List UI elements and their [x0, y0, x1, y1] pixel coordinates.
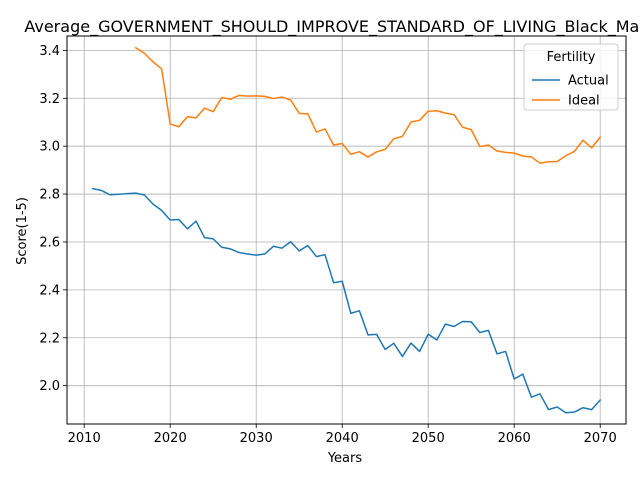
y-tick-label: 2.4 [39, 283, 60, 298]
x-axis-label: Years [327, 451, 363, 466]
legend-title: Fertility [547, 50, 596, 65]
x-axis-ticks: 2010 2020 2030 2040 2050 2060 2070 [68, 424, 617, 446]
y-tick-label: 3.2 [39, 92, 60, 107]
x-tick-label: 2050 [412, 431, 445, 446]
plot-area-frame [66, 35, 627, 425]
x-tick-label: 2030 [240, 431, 273, 446]
y-tick-label: 2.0 [39, 379, 60, 394]
y-tick-label: 2.6 [39, 235, 60, 250]
legend-entries: Actual Ideal [532, 74, 609, 109]
series-line-ideal [134, 46, 602, 164]
legend-box [523, 43, 619, 111]
chart-title: Average_GOVERNMENT_SHOULD_IMPROVE_STANDA… [24, 17, 640, 37]
x-tick-label: 2070 [584, 431, 617, 446]
y-tick-label: 3.0 [39, 140, 60, 155]
y-axis-ticks: 2.0 2.2 2.4 2.6 2.8 3.0 3.2 3.4 [39, 44, 67, 394]
series-lines [91, 46, 602, 414]
y-axis-label: Score(1-5) [15, 197, 30, 265]
legend-label-ideal: Ideal [568, 94, 600, 109]
y-tick-label: 2.8 [39, 188, 60, 203]
legend-label-actual: Actual [568, 74, 609, 89]
y-tick-label: 3.4 [39, 44, 60, 59]
legend: Fertility Actual Ideal [523, 43, 619, 111]
series-line-actual [91, 187, 602, 414]
x-tick-label: 2060 [498, 431, 531, 446]
x-tick-label: 2040 [326, 431, 359, 446]
y-tick-label: 2.2 [39, 331, 60, 346]
x-tick-label: 2010 [68, 431, 101, 446]
x-tick-label: 2020 [154, 431, 187, 446]
